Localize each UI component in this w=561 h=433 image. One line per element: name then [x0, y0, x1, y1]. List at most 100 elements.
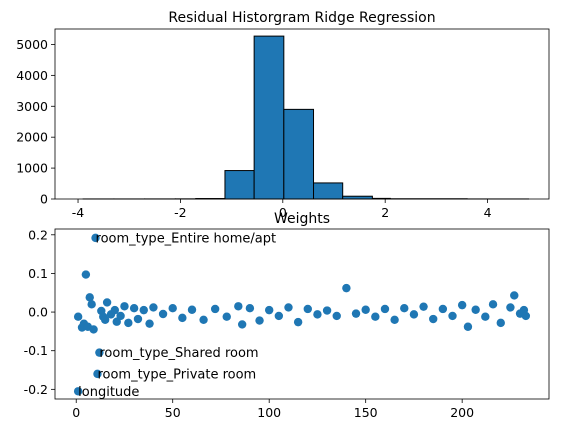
x-tick-label: 0 [279, 205, 287, 220]
weight-point [85, 293, 94, 302]
weight-point [73, 387, 83, 396]
y-tick-label: 0 [40, 192, 48, 207]
histogram-bar [253, 35, 285, 200]
weight-point [124, 318, 133, 328]
y-tick-label: 1000 [16, 161, 48, 176]
weight-point [210, 304, 220, 314]
weight-point [110, 305, 120, 315]
weight-point [91, 233, 100, 243]
weight-point [222, 312, 231, 321]
weight-point [264, 305, 274, 315]
annotation-label: longitude [78, 385, 139, 400]
weight-point [496, 318, 505, 328]
weight-point [139, 305, 148, 315]
y-tick-label: 3000 [16, 99, 48, 114]
weights-scatter: Weights room_type_Entire home/aptroom_ty… [24, 211, 550, 420]
histogram-title: Residual Historgram Ridge Regression [168, 10, 435, 26]
y-tick-label: 2000 [16, 130, 48, 145]
y-tick-label: 0.0 [28, 305, 48, 320]
weight-point [429, 314, 438, 324]
y-tick-label: 0.2 [28, 227, 48, 242]
annotation-label: room_type_Entire home/apt [96, 231, 277, 246]
weight-point [463, 322, 473, 331]
weight-point [87, 300, 96, 309]
weight-point [73, 312, 83, 321]
histogram-bars [82, 35, 530, 200]
weight-point [255, 316, 264, 325]
scatter-axes-frame [54, 228, 550, 400]
weight-point [133, 314, 143, 324]
histogram-bar [313, 182, 344, 200]
weight-point [116, 311, 125, 321]
x-tick-label: 150 [354, 405, 378, 420]
x-tick-label: 100 [257, 405, 281, 420]
weight-point [488, 300, 498, 309]
histogram-bar [342, 195, 373, 200]
weight-point [145, 319, 154, 328]
weight-point [351, 309, 361, 318]
x-tick-label: -2 [174, 205, 186, 220]
scatter-title: Weights [274, 211, 330, 227]
scatter-x-ticks: 0 50 100 150 200 [72, 399, 474, 420]
weight-point [178, 313, 187, 323]
weight-point [237, 320, 247, 329]
weight-point [380, 304, 390, 314]
weight-point [332, 311, 341, 321]
weight-point [245, 304, 255, 313]
weight-point [234, 302, 243, 311]
annotation-label: room_type_Shared room [99, 346, 258, 361]
scatter-y-ticks: -0.2 -0.1 0.0 0.1 0.2 [24, 227, 55, 397]
weight-point [361, 305, 370, 314]
weight-point [199, 315, 208, 324]
weight-point [168, 304, 177, 313]
x-tick-label: 0 [72, 405, 80, 420]
weight-point [419, 302, 428, 311]
weight-point [100, 315, 110, 324]
weight-point [129, 304, 139, 313]
annotation-label: room_type_Private room [97, 367, 256, 382]
histogram-bar [224, 170, 255, 200]
weight-point [438, 304, 448, 314]
scatter-points [73, 233, 531, 396]
weight-point [371, 312, 380, 321]
weight-point [471, 305, 480, 314]
weight-point [506, 303, 515, 312]
weight-point [303, 304, 312, 314]
weight-point [284, 303, 293, 312]
histogram-y-ticks: 0 1000 2000 3000 4000 5000 [16, 37, 55, 207]
weight-point [313, 310, 322, 319]
weight-point [274, 311, 284, 321]
residual-histogram: Residual Historgram Ridge Regression -4-… [16, 10, 550, 220]
weight-point [187, 305, 197, 314]
weight-point [293, 317, 303, 327]
weight-point [102, 298, 112, 307]
weight-point [81, 270, 91, 279]
y-tick-label: 5000 [16, 37, 48, 52]
weight-point [149, 303, 158, 312]
y-tick-label: 4000 [16, 68, 48, 83]
weight-point [510, 291, 519, 300]
weight-point [481, 312, 490, 321]
histogram-bar [283, 108, 315, 200]
y-tick-label: -0.1 [24, 343, 48, 358]
weight-point [93, 369, 102, 379]
weight-point [342, 283, 351, 293]
x-tick-label: -4 [72, 205, 85, 220]
histogram-x-ticks: -4 -2 0 2 4 [72, 199, 492, 220]
x-tick-label: 2 [381, 205, 389, 220]
weight-point [120, 302, 129, 311]
weight-point [158, 309, 168, 319]
weight-point [409, 310, 419, 319]
x-tick-label: 200 [450, 405, 474, 420]
weight-point [448, 311, 457, 321]
scatter-annotations: room_type_Entire home/apt room_type_Share… [78, 231, 276, 399]
x-tick-label: 4 [484, 205, 492, 220]
weight-point [521, 311, 531, 321]
weight-point [322, 306, 332, 315]
weight-point [390, 315, 399, 324]
weight-point [457, 300, 467, 310]
weight-point [89, 325, 98, 334]
y-tick-label: 0.1 [28, 266, 48, 281]
y-tick-label: -0.2 [24, 382, 48, 397]
